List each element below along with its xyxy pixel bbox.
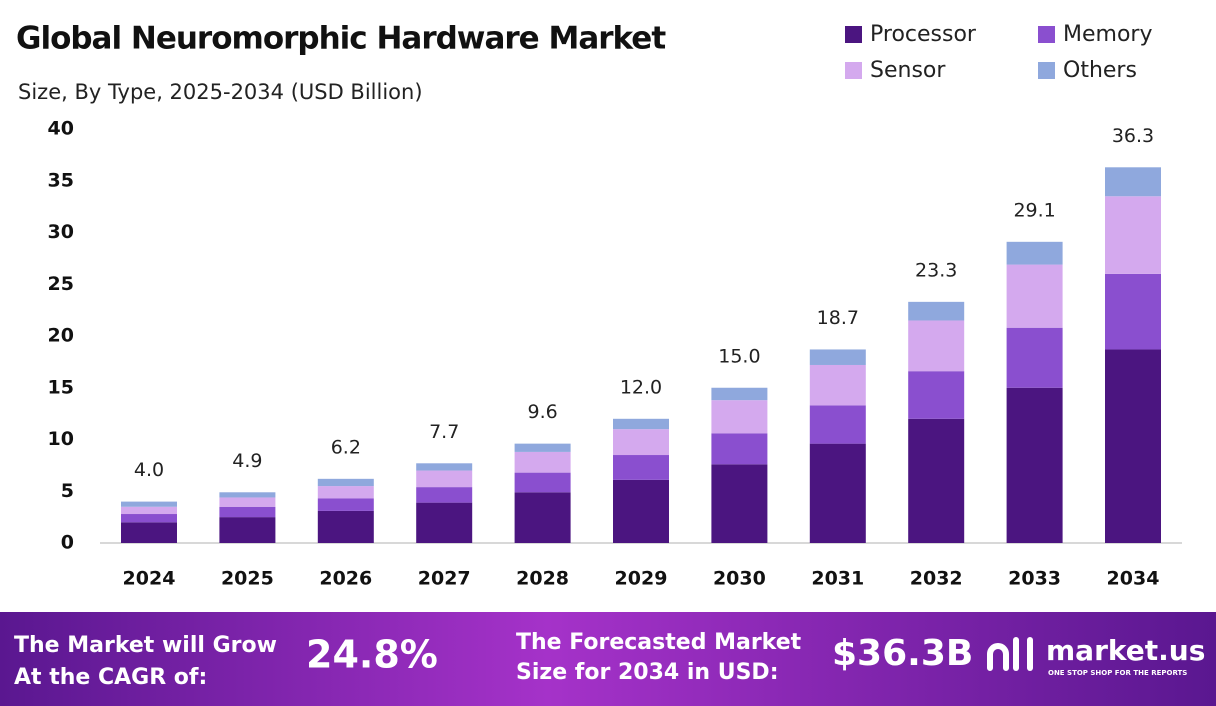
total-label: 18.7 [817,307,859,329]
bar-segment [613,479,669,543]
bar-segment [908,301,965,321]
chart-title: Global Neuromorphic Hardware Market [16,21,666,57]
bar-segment [317,478,374,487]
footer-text: At the CAGR of: [14,665,207,690]
bar-segment [711,387,768,401]
total-label: 29.1 [1013,199,1055,221]
bar-segment [1006,241,1063,265]
bar-segment [416,487,473,503]
total-label: 7.7 [429,421,459,443]
bar-segment [416,463,473,471]
x-tick-label: 2032 [910,568,963,590]
bar-segment [613,418,669,430]
legend-swatch [845,26,862,43]
bar-segment [121,501,177,507]
bar-segment [317,510,374,543]
bar-segment [809,443,866,543]
brand-logo [987,637,1033,671]
bar-segment [711,433,768,465]
bar-segment [711,400,768,434]
y-tick-label: 35 [48,169,74,191]
bar-segment [1105,167,1161,197]
chart-subtitle: Size, By Type, 2025-2034 (USD Billion) [18,80,423,104]
bar-segment [416,470,473,488]
brand-name: market.us [1046,634,1205,667]
total-label: 6.2 [331,436,361,458]
total-label: 12.0 [620,376,662,398]
x-tick-label: 2028 [516,568,569,590]
footer-band [0,612,1216,706]
legend-label: Memory [1063,22,1152,47]
bar-segment [908,418,965,543]
bar-segment [908,320,965,372]
y-tick-label: 20 [48,325,74,347]
bar-segment [219,517,276,543]
total-label: 4.9 [232,450,262,472]
legend-label: Others [1063,58,1137,83]
bar-segment [908,371,965,419]
footer-text: The Forecasted Market [516,630,802,655]
legend-swatch [845,62,862,79]
bar-segment [809,349,866,365]
legend-label: Processor [870,22,977,47]
bar-segment [121,506,177,515]
bar-segment [416,502,473,543]
y-tick-label: 40 [48,118,74,140]
legend-swatch [1038,26,1055,43]
y-tick-label: 25 [48,273,74,295]
bar-segment [317,498,374,511]
footer-text: The Market will Grow [14,633,277,658]
total-label: 23.3 [915,259,957,281]
bar-segment [1105,196,1161,274]
footer-text: Size for 2034 in USD: [516,660,779,685]
bar-segment [1105,349,1161,543]
y-tick-label: 0 [61,532,74,554]
brand-tagline: ONE STOP SHOP FOR THE REPORTS [1048,669,1187,677]
bar-segment [514,492,571,543]
total-label: 15.0 [718,345,760,367]
footer-value: 24.8% [306,633,438,677]
bar-segment [1006,327,1063,388]
total-label: 9.6 [527,401,557,423]
bar-segment [711,464,768,543]
x-tick-label: 2034 [1107,568,1160,590]
bar-segment [121,514,177,523]
bar-segment [219,506,276,518]
bar-segment [219,492,276,498]
bar-segment [121,522,177,543]
bar-segment [514,443,571,452]
bar-segment [514,451,571,473]
y-tick-label: 30 [48,221,74,243]
legend-label: Sensor [870,58,946,83]
bar-segment [809,405,866,444]
y-tick-label: 5 [61,480,74,502]
y-tick-label: 10 [48,428,74,450]
total-label: 36.3 [1112,125,1154,147]
x-tick-label: 2033 [1008,568,1061,590]
x-tick-label: 2025 [221,568,274,590]
bar-segment [1105,273,1161,350]
bar-segment [809,364,866,406]
x-tick-label: 2031 [811,568,864,590]
x-tick-label: 2026 [319,568,372,590]
x-tick-label: 2024 [123,568,176,590]
footer-value: $36.3B [832,633,973,674]
total-label: 4.0 [134,459,164,481]
bar-segment [613,429,669,456]
bar-segment [1006,387,1063,543]
x-tick-label: 2029 [615,568,668,590]
bar-segment [613,455,669,480]
y-tick-label: 15 [48,376,74,398]
bar-segment [317,486,374,499]
bar-segment [1006,264,1063,328]
legend-swatch [1038,62,1055,79]
x-tick-label: 2030 [713,568,766,590]
bar-segment [514,472,571,493]
bar-segment [219,497,276,507]
x-tick-label: 2027 [418,568,471,590]
